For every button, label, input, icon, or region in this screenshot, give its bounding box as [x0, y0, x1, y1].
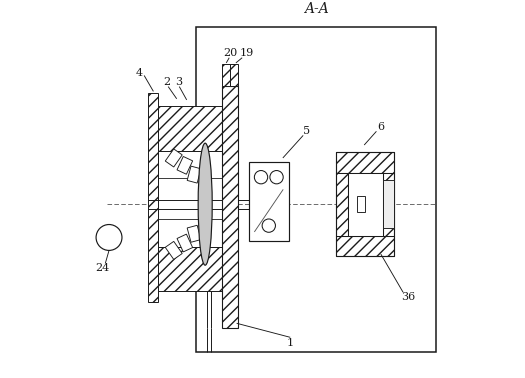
Polygon shape: [165, 242, 182, 259]
Bar: [158, 106, 223, 150]
Circle shape: [262, 219, 276, 232]
Circle shape: [96, 225, 122, 250]
Polygon shape: [177, 156, 193, 174]
Circle shape: [255, 170, 268, 184]
Text: 24: 24: [96, 263, 110, 273]
Bar: [337, 152, 394, 173]
Text: 3: 3: [175, 77, 182, 87]
Bar: [383, 180, 394, 228]
Bar: [337, 235, 394, 256]
Polygon shape: [165, 149, 182, 167]
Polygon shape: [187, 166, 201, 183]
Bar: [249, 162, 289, 241]
Text: 5: 5: [303, 126, 310, 136]
Bar: [357, 196, 365, 212]
Bar: [158, 150, 223, 247]
Polygon shape: [177, 234, 193, 252]
Text: A-A: A-A: [304, 2, 329, 15]
Bar: [196, 27, 436, 352]
Text: 4: 4: [136, 68, 143, 78]
Bar: [222, 86, 238, 328]
Text: 6: 6: [377, 121, 384, 132]
Text: 36: 36: [402, 292, 416, 302]
Bar: [230, 64, 238, 86]
Circle shape: [270, 170, 283, 184]
Bar: [222, 64, 230, 86]
Ellipse shape: [198, 143, 212, 265]
Text: 20: 20: [223, 48, 237, 58]
Bar: [348, 173, 383, 235]
Bar: [337, 173, 348, 235]
Text: 1: 1: [287, 338, 294, 348]
Bar: [158, 247, 223, 291]
Text: 2: 2: [163, 77, 171, 87]
Polygon shape: [187, 225, 201, 242]
Bar: [383, 173, 394, 235]
Bar: [148, 93, 158, 302]
Text: 19: 19: [239, 48, 254, 58]
